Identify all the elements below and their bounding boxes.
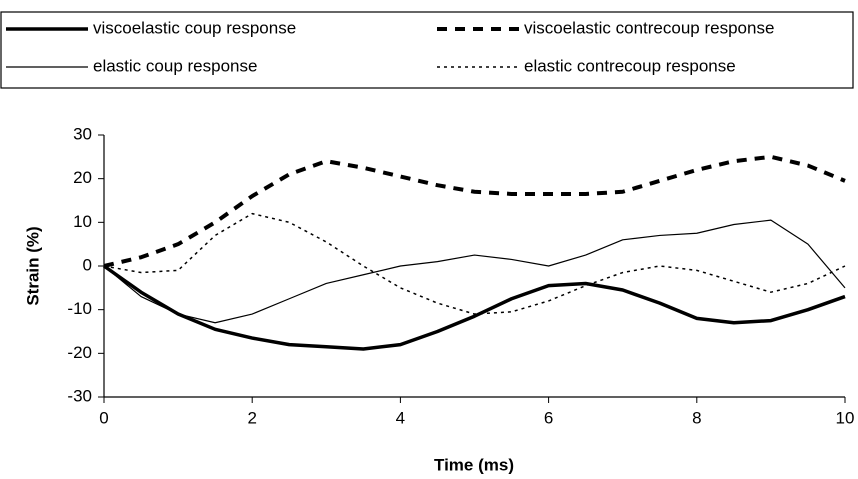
y-tick-label: 20 [73, 168, 92, 187]
data-line [103, 154, 846, 268]
legend-label: elastic coup response [93, 56, 257, 75]
y-axis-title: Strain (%) [23, 226, 42, 305]
x-tick-label: 0 [99, 408, 108, 427]
data-line [102, 264, 846, 351]
x-tick-label: 2 [247, 408, 256, 427]
legend-label: viscoelastic coup response [93, 18, 296, 37]
x-tick-label: 8 [692, 408, 701, 427]
x-axis-title: Time (ms) [434, 455, 514, 474]
y-tick-label: 10 [73, 212, 92, 231]
legend-box [0, 11, 854, 89]
x-tick-label: 4 [396, 408, 405, 427]
y-tick-label: -10 [67, 299, 92, 318]
y-tick-label: -20 [67, 343, 92, 362]
legend-label: elastic contrecoup response [524, 56, 736, 75]
data-line [103, 219, 846, 324]
x-tick-label: 6 [544, 408, 553, 427]
y-tick-label: -30 [67, 386, 92, 405]
y-tick-label: 0 [83, 255, 92, 274]
data-line [103, 212, 846, 315]
legend-label: viscoelastic contrecoup response [524, 18, 774, 37]
y-tick-label: 30 [73, 124, 92, 143]
x-tick-label: 10 [836, 408, 855, 427]
